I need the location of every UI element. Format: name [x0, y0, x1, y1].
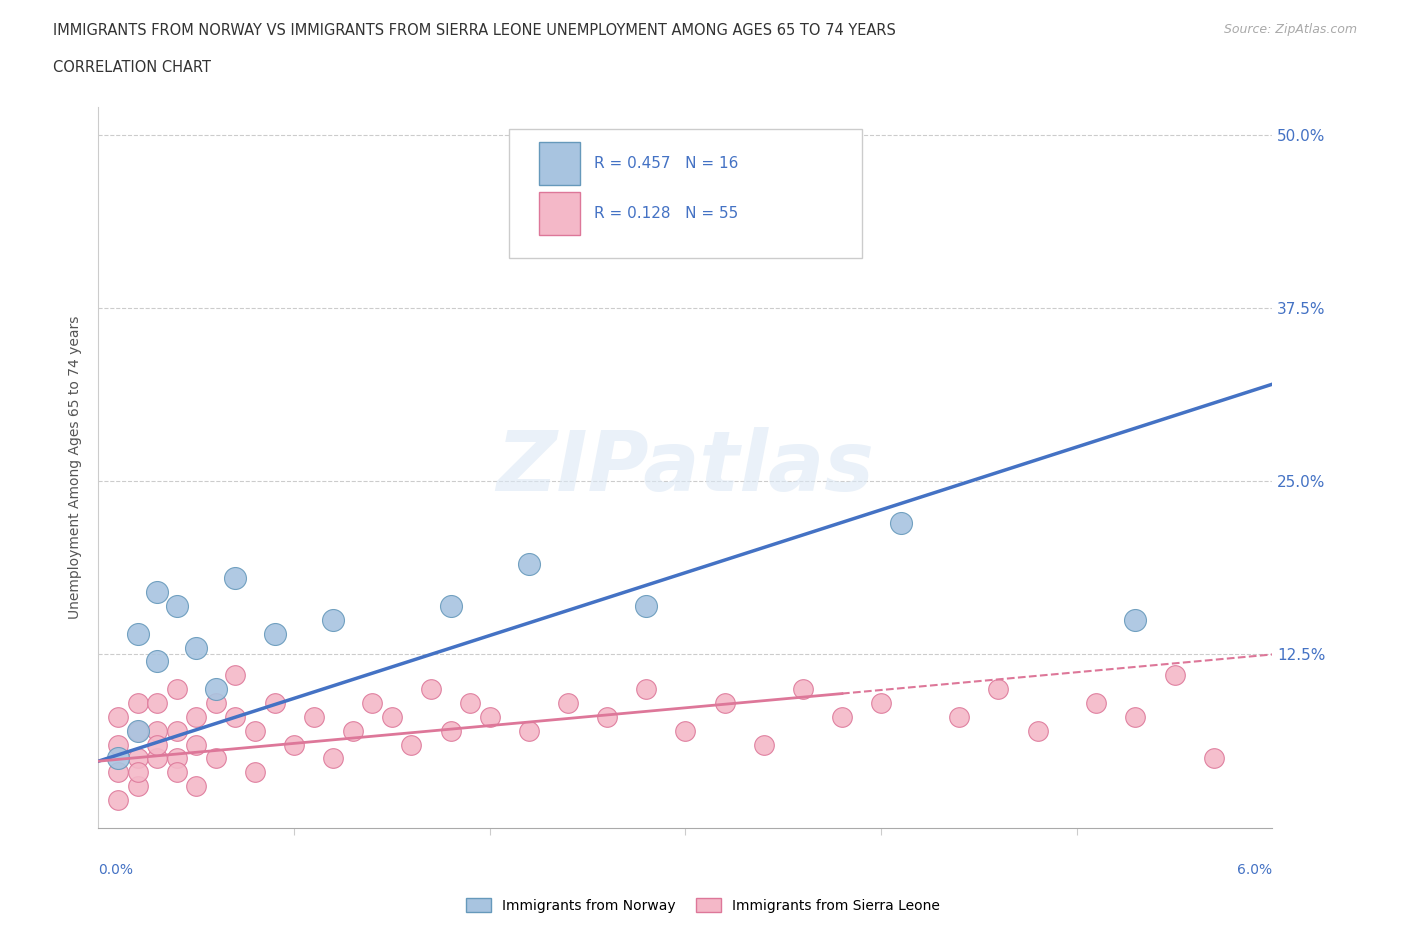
Point [1125, 710, 1147, 724]
Point [752, 737, 775, 752]
Point [401, 737, 423, 752]
Point [127, 696, 149, 711]
Point [205, 696, 228, 711]
Point [166, 724, 188, 738]
Point [596, 710, 619, 724]
Point [1125, 612, 1147, 627]
Point [127, 764, 149, 779]
FancyBboxPatch shape [538, 141, 579, 185]
Point [440, 724, 463, 738]
Text: R = 0.128   N = 55: R = 0.128 N = 55 [593, 206, 738, 221]
Point [1163, 668, 1185, 683]
Point [186, 640, 208, 655]
Point [1026, 724, 1049, 738]
Point [713, 696, 735, 711]
Point [458, 696, 481, 711]
Point [478, 710, 501, 724]
Point [890, 515, 912, 530]
Point [517, 557, 540, 572]
Point [146, 737, 169, 752]
FancyBboxPatch shape [509, 128, 862, 259]
Point [186, 737, 208, 752]
Point [127, 724, 149, 738]
Point [166, 751, 188, 765]
Point [792, 682, 814, 697]
Point [205, 751, 228, 765]
Legend: Immigrants from Norway, Immigrants from Sierra Leone: Immigrants from Norway, Immigrants from … [460, 893, 946, 919]
Point [107, 751, 129, 765]
Text: R = 0.457   N = 16: R = 0.457 N = 16 [593, 155, 738, 171]
Point [420, 682, 443, 697]
Point [557, 696, 579, 711]
Point [127, 751, 149, 765]
Point [263, 696, 285, 711]
Y-axis label: Unemployment Among Ages 65 to 74 years: Unemployment Among Ages 65 to 74 years [69, 315, 83, 619]
Point [166, 599, 188, 614]
Point [243, 764, 266, 779]
Point [166, 764, 188, 779]
FancyBboxPatch shape [538, 192, 579, 235]
Point [146, 654, 169, 669]
Point [107, 792, 129, 807]
Point [224, 571, 246, 586]
Point [517, 724, 540, 738]
Point [302, 710, 325, 724]
Point [146, 696, 169, 711]
Point [107, 737, 129, 752]
Point [186, 710, 208, 724]
Point [146, 585, 169, 600]
Point [440, 599, 463, 614]
Point [831, 710, 853, 724]
Text: Source: ZipAtlas.com: Source: ZipAtlas.com [1223, 23, 1357, 36]
Point [146, 724, 169, 738]
Text: IMMIGRANTS FROM NORWAY VS IMMIGRANTS FROM SIERRA LEONE UNEMPLOYMENT AMONG AGES 6: IMMIGRANTS FROM NORWAY VS IMMIGRANTS FRO… [53, 23, 896, 38]
Point [127, 778, 149, 793]
Point [322, 751, 344, 765]
Text: ZIPatlas: ZIPatlas [496, 427, 875, 508]
Point [361, 696, 384, 711]
Text: CORRELATION CHART: CORRELATION CHART [53, 60, 211, 75]
Point [107, 710, 129, 724]
Point [948, 710, 970, 724]
Point [381, 710, 404, 724]
Point [243, 724, 266, 738]
Text: 0.0%: 0.0% [98, 863, 134, 877]
Point [127, 626, 149, 641]
Point [322, 612, 344, 627]
Point [342, 724, 364, 738]
Point [205, 682, 228, 697]
Point [263, 626, 285, 641]
Point [146, 751, 169, 765]
Text: 6.0%: 6.0% [1237, 863, 1272, 877]
Point [283, 737, 305, 752]
Point [870, 696, 893, 711]
Point [224, 668, 246, 683]
Point [127, 724, 149, 738]
Point [224, 710, 246, 724]
Point [636, 682, 658, 697]
Point [1085, 696, 1108, 711]
Point [636, 599, 658, 614]
Point [1202, 751, 1225, 765]
Point [107, 764, 129, 779]
Point [186, 778, 208, 793]
Point [675, 724, 697, 738]
Point [987, 682, 1010, 697]
Point [166, 682, 188, 697]
